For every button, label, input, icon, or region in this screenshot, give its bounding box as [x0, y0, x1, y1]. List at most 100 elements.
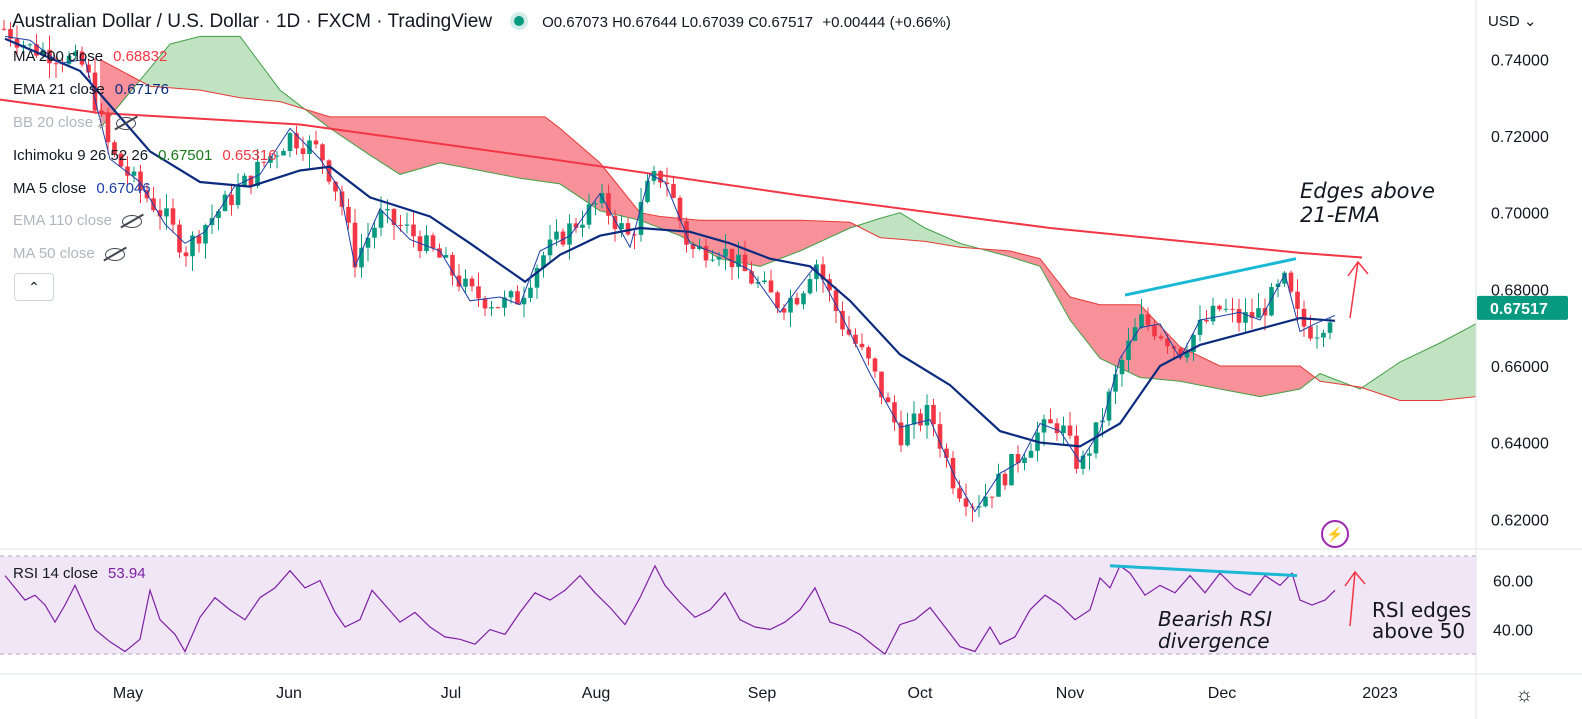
candle [1067, 411, 1073, 440]
candle-body [1243, 312, 1248, 323]
hidden-eye-icon[interactable] [115, 116, 136, 130]
candle [1152, 319, 1157, 341]
candle [333, 181, 338, 201]
candle-body [892, 402, 897, 423]
candle-body [593, 203, 598, 205]
candle [879, 371, 884, 405]
candle-body [216, 211, 221, 219]
price-tick-label: 0.70000 [1491, 206, 1549, 223]
candle [606, 184, 611, 225]
currency-selector[interactable]: USD ⌄ [1488, 12, 1536, 30]
candle [170, 198, 176, 234]
candle [255, 148, 260, 189]
candle [937, 411, 943, 458]
candle-body [1184, 351, 1190, 358]
candle [1210, 297, 1216, 326]
candle [66, 51, 72, 67]
candle-body [352, 222, 358, 268]
legend-ma200[interactable]: MA 200 close 0.68832 [13, 48, 167, 65]
lightning-icon[interactable]: ⚡ [1321, 520, 1349, 548]
legend-ema110[interactable]: EMA 110 close [13, 212, 142, 229]
candle [918, 408, 923, 432]
candle-body [996, 473, 1001, 497]
candle-body [105, 113, 111, 143]
candle-body [1087, 453, 1092, 456]
rsi-up-arrow [1344, 570, 1366, 627]
candle [424, 225, 429, 254]
candle-body [723, 248, 728, 257]
candle [677, 195, 683, 229]
legend-ema21[interactable]: EMA 21 close 0.67176 [13, 81, 169, 98]
candlestick-series [1, 20, 1333, 522]
candle-body [482, 298, 488, 309]
legend-ichimoku[interactable]: Ichimoku 9 26 52 26 0.67501 0.65316 [13, 147, 277, 164]
candle [801, 291, 806, 310]
candle-body [898, 422, 904, 446]
candle-body [567, 223, 572, 245]
candle [1002, 471, 1008, 490]
candle [554, 219, 559, 246]
legend-bb[interactable]: BB 20 close 2 [13, 114, 136, 131]
candle-body [183, 252, 189, 257]
candle [612, 209, 618, 242]
candle [463, 269, 468, 293]
candle [645, 174, 650, 204]
candle-body [547, 239, 553, 256]
price-up-arrow [1347, 260, 1369, 319]
candle-body [248, 175, 254, 186]
candle-body [398, 225, 403, 227]
candle-body [905, 424, 910, 446]
price-tick-label: 0.66000 [1491, 359, 1549, 376]
symbol-title[interactable]: Australian Dollar / U.S. Dollar · 1D · F… [12, 11, 493, 32]
candle [164, 194, 169, 230]
candle [924, 394, 930, 439]
candle [274, 150, 280, 169]
legend-ma5[interactable]: MA 5 close 0.67046 [13, 180, 151, 197]
candle [547, 225, 553, 262]
candle [1028, 443, 1034, 459]
chevron-down-icon: ⌄ [1523, 13, 1537, 30]
candle [1009, 453, 1014, 486]
candle [911, 401, 917, 439]
candle [1074, 425, 1079, 474]
candle [619, 214, 624, 238]
candle-body [450, 255, 455, 276]
candle [203, 223, 208, 259]
candle-body [521, 297, 527, 305]
candle-body [625, 223, 631, 235]
candle [931, 399, 936, 437]
hidden-eye-icon[interactable] [104, 247, 125, 261]
candle-body [112, 142, 117, 154]
legend-ma50[interactable]: MA 50 close [13, 245, 125, 262]
ichimoku-cloud [99, 35, 1477, 401]
candle-body [944, 448, 949, 458]
candle-body [1002, 473, 1008, 486]
candle [1119, 355, 1125, 387]
collapse-legend-button[interactable]: ⌃ [14, 273, 54, 301]
candle-body [866, 347, 871, 359]
candle [261, 160, 267, 168]
candle [1048, 408, 1053, 424]
candle-body [1197, 319, 1203, 335]
candle [515, 285, 520, 305]
candle-body [690, 244, 696, 250]
legend-rsi[interactable]: RSI 14 close 53.94 [13, 565, 146, 582]
settings-gear-icon[interactable]: ☼ [1515, 684, 1534, 706]
hidden-eye-icon[interactable] [121, 214, 142, 228]
candle-body [508, 291, 514, 298]
cloud-segment [308, 110, 860, 267]
ma5-path [4, 35, 1336, 513]
legend-label: MA 50 close [13, 245, 95, 262]
candle-body [1308, 326, 1313, 339]
candle-body [1275, 283, 1281, 288]
candle-body [1256, 308, 1261, 318]
time-axis[interactable]: May Jun Jul Aug Sep Oct Nov Dec 2023 [113, 685, 1398, 702]
candle [177, 219, 182, 258]
candle-body [749, 271, 754, 284]
rsi-line [4, 564, 1336, 655]
candle [1041, 414, 1047, 447]
